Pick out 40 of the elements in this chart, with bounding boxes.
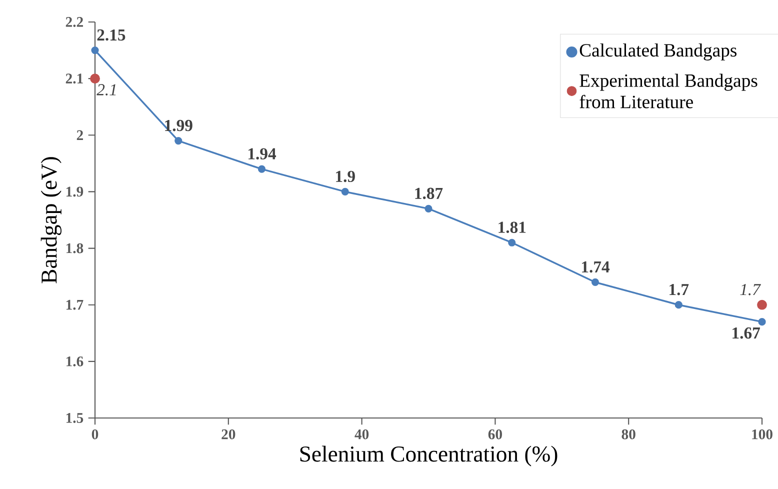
y-tick-label: 1.7 [66, 300, 84, 310]
x-tick-label: 60 [488, 429, 502, 440]
y-tick-label: 2 [76, 130, 83, 140]
point [90, 74, 100, 84]
data-label: 1.81 [498, 222, 526, 234]
x-tick-label: 80 [622, 429, 636, 440]
point [424, 204, 432, 212]
data-label: 1.99 [165, 120, 192, 132]
point [508, 238, 516, 246]
data-label: 2.15 [97, 29, 126, 41]
data-label: 1.74 [582, 261, 610, 273]
point [341, 188, 349, 196]
point [258, 165, 266, 173]
point [674, 301, 682, 309]
data-label: 1.7 [740, 284, 761, 296]
point [591, 278, 600, 286]
x-tick-label: 40 [354, 429, 369, 440]
y-tick-label: 1.9 [66, 186, 84, 197]
x-tick-label: 20 [222, 429, 236, 440]
point [758, 318, 766, 326]
y-tick-label: 1.5 [66, 413, 84, 423]
legend-label: Calculated Bandgaps [580, 43, 737, 60]
x-tick-label: 0 [92, 429, 98, 440]
data-label: 1.87 [415, 188, 443, 200]
y-tick-label: 1.6 [66, 356, 84, 366]
data-label: 1.94 [248, 148, 276, 160]
point [91, 46, 99, 54]
legend-label: Experimental Bandgaps from Literature [580, 74, 758, 108]
data-label: 1.67 [732, 327, 760, 339]
x-tick-label: 100 [752, 429, 772, 440]
data-label: 1.9 [336, 170, 355, 182]
data-label: 2.1 [96, 84, 116, 96]
y-tick-label: 1.8 [66, 243, 84, 254]
y-axis-title: Bandgap (eV) [40, 157, 62, 284]
point [757, 300, 767, 310]
y-tick-label: 2.1 [66, 74, 83, 84]
point [174, 137, 182, 145]
y-tick-label: 2.2 [66, 17, 83, 27]
data-label: 1.7 [670, 284, 689, 296]
x-axis-title: Selenium Concentration (%) [300, 446, 558, 466]
